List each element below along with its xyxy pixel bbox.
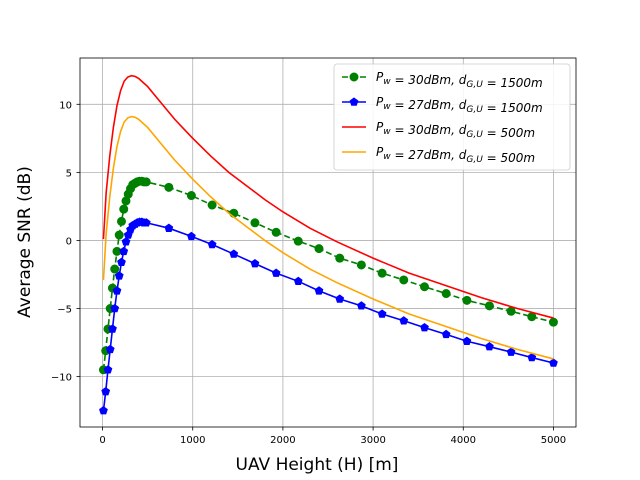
x-tick-label: 0 bbox=[99, 435, 105, 446]
data-point bbox=[117, 257, 126, 266]
y-tick-label: 10 bbox=[59, 100, 72, 111]
series-layer bbox=[98, 74, 558, 415]
data-point bbox=[114, 230, 124, 240]
data-point bbox=[207, 200, 217, 210]
legend-label: Pw = 30dBm, dG,U = 500m bbox=[376, 120, 535, 140]
series-ffa500 bbox=[102, 115, 554, 360]
data-point bbox=[108, 324, 117, 333]
data-point bbox=[335, 294, 345, 303]
legend-label: Pw = 30dBm, dG,U = 1500m bbox=[376, 70, 543, 90]
y-tick-label: −10 bbox=[51, 373, 72, 384]
legend-label: Pw = 27dBm, dG,U = 500m bbox=[376, 145, 535, 165]
series-0000ff bbox=[99, 217, 558, 415]
data-point bbox=[314, 244, 324, 254]
series-line bbox=[102, 115, 554, 360]
data-point bbox=[293, 236, 303, 246]
y-tick-label: 0 bbox=[66, 236, 72, 247]
data-point bbox=[527, 352, 537, 362]
x-tick-label: 2000 bbox=[270, 435, 295, 446]
data-point bbox=[484, 301, 494, 311]
data-point bbox=[314, 286, 324, 295]
legend-box bbox=[333, 63, 571, 171]
data-point bbox=[349, 72, 359, 82]
data-point bbox=[141, 177, 151, 187]
data-point bbox=[119, 204, 129, 214]
series-008000 bbox=[98, 176, 558, 375]
data-point bbox=[101, 386, 111, 396]
x-tick-label: 5000 bbox=[541, 435, 566, 446]
plot-frame bbox=[79, 57, 577, 428]
data-point bbox=[399, 316, 409, 325]
data-point bbox=[419, 282, 429, 292]
x-tick-label: 4000 bbox=[451, 435, 476, 446]
y-tick-label: 5 bbox=[66, 168, 72, 179]
data-point bbox=[186, 231, 196, 241]
data-point bbox=[105, 344, 115, 354]
data-point bbox=[506, 347, 516, 356]
y-axis-label: Average SNR (dB) bbox=[15, 166, 35, 318]
data-point bbox=[485, 342, 494, 351]
data-point bbox=[164, 223, 174, 232]
data-point bbox=[121, 237, 131, 246]
data-point bbox=[186, 191, 196, 201]
data-point bbox=[441, 289, 451, 299]
axis-ticks: 0 1000 2000 3000 4000 5000 −10 −5 0 5 10 bbox=[51, 100, 566, 446]
data-point bbox=[141, 218, 151, 227]
data-point bbox=[420, 322, 429, 332]
data-point bbox=[116, 216, 126, 226]
data-point bbox=[349, 97, 359, 106]
data-point bbox=[271, 227, 281, 237]
data-point bbox=[207, 239, 217, 249]
x-tick-label: 3000 bbox=[360, 435, 385, 446]
series-line bbox=[102, 74, 554, 319]
data-point bbox=[110, 303, 120, 313]
data-point bbox=[103, 365, 113, 374]
data-point bbox=[112, 286, 122, 295]
data-point bbox=[549, 358, 558, 367]
data-point bbox=[99, 406, 108, 415]
data-point bbox=[356, 260, 366, 270]
data-point bbox=[462, 336, 472, 345]
data-point bbox=[250, 258, 260, 268]
x-tick-label: 1000 bbox=[180, 435, 205, 446]
data-point bbox=[335, 253, 345, 263]
data-point bbox=[114, 271, 124, 280]
data-point bbox=[293, 276, 303, 286]
data-point bbox=[462, 295, 472, 305]
data-point bbox=[377, 309, 387, 318]
data-point bbox=[356, 301, 366, 310]
data-point bbox=[399, 275, 409, 285]
data-point bbox=[271, 268, 281, 277]
legend: Pw = 30dBm, dG,U = 1500m Pw = 27dBm, dG,U… bbox=[333, 63, 571, 171]
data-point bbox=[229, 249, 239, 258]
data-point bbox=[377, 268, 387, 278]
data-point bbox=[441, 329, 451, 339]
data-point bbox=[506, 306, 516, 316]
data-point bbox=[250, 218, 260, 228]
data-point bbox=[548, 317, 558, 327]
data-point bbox=[110, 264, 120, 274]
data-point bbox=[119, 246, 129, 256]
series-ff0000 bbox=[102, 74, 554, 319]
y-tick-label: −5 bbox=[57, 305, 72, 316]
legend-label: Pw = 27dBm, dG,U = 1500m bbox=[376, 95, 543, 115]
data-point bbox=[112, 246, 122, 256]
data-point bbox=[164, 182, 174, 192]
x-axis-label: UAV Height (H) [m] bbox=[236, 455, 399, 475]
